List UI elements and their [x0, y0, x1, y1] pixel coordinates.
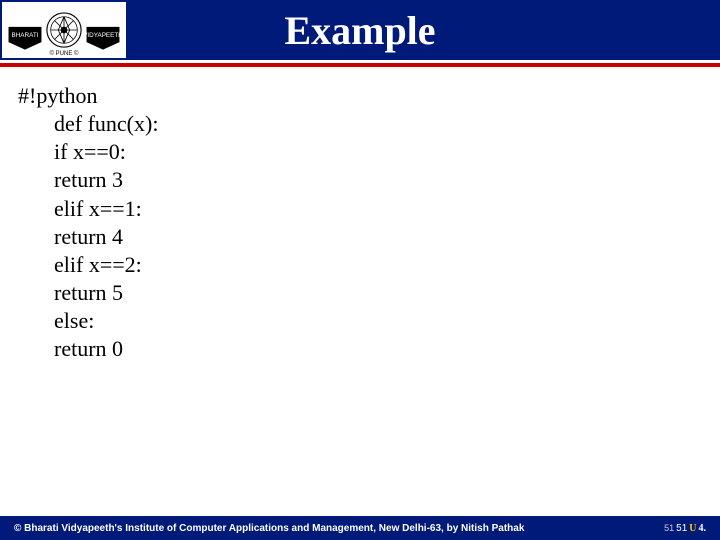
- code-line: else:: [18, 307, 702, 335]
- logo-bottom-text: © PUNE ©: [2, 51, 126, 57]
- page-number: 51 51 U 4.: [664, 523, 706, 534]
- page-number-part: 4.: [699, 523, 707, 534]
- code-line: return 0: [18, 335, 702, 363]
- page-number-accent: U: [689, 523, 696, 534]
- code-line: def func(x):: [18, 110, 702, 138]
- banner-left-text: BHARATI: [12, 32, 39, 39]
- page-number-part: 51: [676, 523, 687, 534]
- code-line: return 4: [18, 223, 702, 251]
- code-block: #!python def func(x): if x==0: return 3 …: [18, 82, 702, 364]
- code-line: #!python: [18, 82, 702, 110]
- slide-title: Example: [128, 7, 720, 54]
- code-line: if x==0:: [18, 138, 702, 166]
- code-line: elif x==1:: [18, 195, 702, 223]
- banner-right-text: VIDYAPEETH: [84, 32, 122, 39]
- code-line: elif x==2:: [18, 251, 702, 279]
- copyright-text: © Bharati Vidyapeeth's Institute of Comp…: [14, 523, 524, 534]
- slide: BHARATI VIDYAPEETH © PUNE © Example #!py…: [0, 0, 720, 540]
- institute-logo: BHARATI VIDYAPEETH © PUNE ©: [0, 0, 128, 60]
- code-line: return 5: [18, 279, 702, 307]
- footer-band: © Bharati Vidyapeeth's Institute of Comp…: [0, 516, 720, 540]
- page-number-part: 51: [664, 523, 674, 533]
- header-band: BHARATI VIDYAPEETH © PUNE © Example: [0, 0, 720, 60]
- header-divider: [0, 63, 720, 67]
- code-line: return 3: [18, 166, 702, 194]
- emblem-icon: [45, 11, 83, 49]
